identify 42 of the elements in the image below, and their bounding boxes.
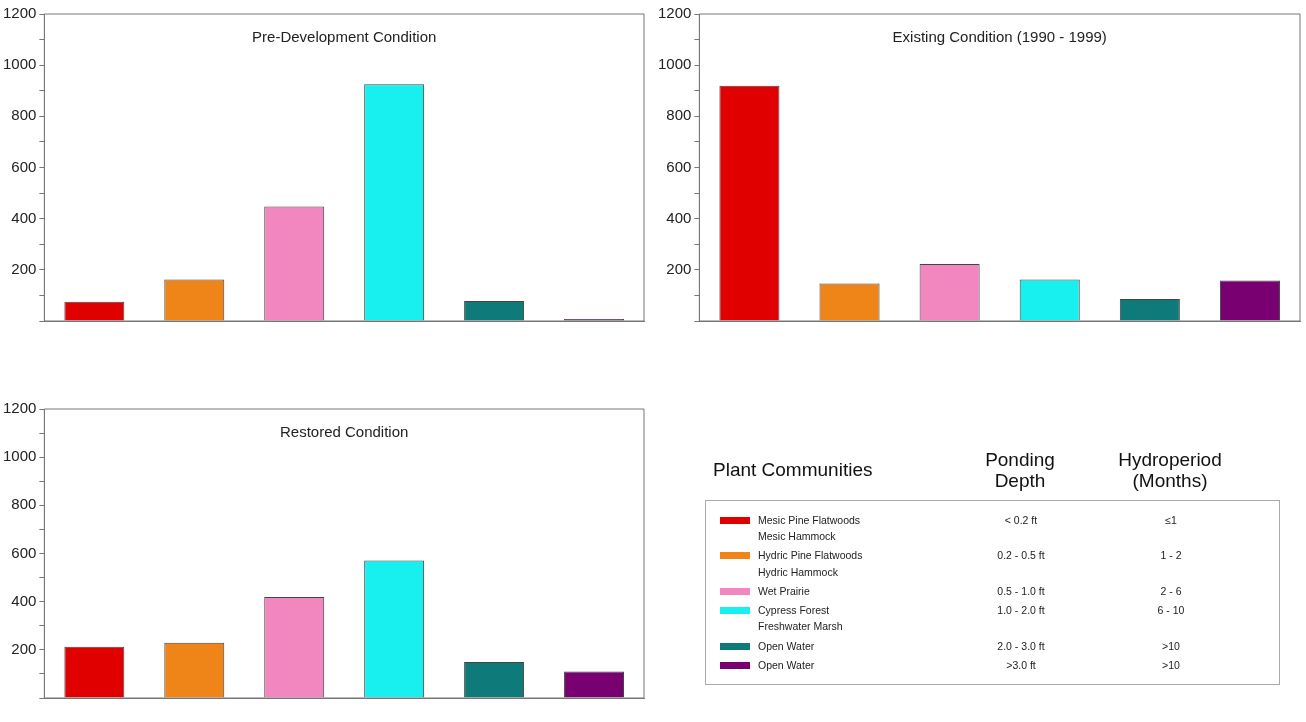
y-tick-label: 800 — [11, 495, 37, 513]
text: 2.0 - 3.0 ft — [996, 638, 1046, 654]
y-tick-label: 600 — [11, 157, 37, 175]
y-tick-label: 800 — [11, 106, 37, 124]
text: Wet Prairie — [758, 583, 810, 599]
y-tick-label: 400 — [666, 208, 692, 226]
y-tick-label: 600 — [11, 543, 37, 561]
text: Open Water — [758, 638, 815, 654]
y-tick-label: 1200 — [657, 4, 692, 22]
text: Open Water — [758, 657, 815, 673]
text: 0.2 - 0.5 ft — [996, 548, 1046, 564]
text: ≤1 — [1164, 512, 1178, 528]
text: 1.0 - 2.0 ft — [996, 603, 1046, 619]
text: Mesic Pine Flatwoods Mesic Hammock — [758, 512, 861, 545]
y-tick-label: 600 — [666, 157, 692, 175]
y-tick-label: 200 — [11, 639, 37, 657]
text: Hydroperiod (Months) — [1117, 449, 1223, 492]
text: Cypress Forest Freshwater Marsh — [758, 603, 843, 635]
y-tick-label: 200 — [666, 259, 692, 277]
text: Hydric Pine Flatwoods Hydric Hammock — [758, 548, 863, 580]
y-tick-label: 1000 — [2, 55, 37, 73]
text: 2 - 6 — [1159, 583, 1183, 599]
y-tick-label: 400 — [11, 208, 37, 226]
y-tick-label: 200 — [11, 259, 37, 277]
y-tick-label: 800 — [666, 106, 692, 124]
y-tick-label: 1200 — [2, 399, 37, 417]
text: 1 - 2 — [1159, 548, 1183, 564]
text: Restored Condition — [279, 422, 409, 440]
text: >10 — [1161, 657, 1181, 673]
y-tick-label: 1200 — [2, 4, 37, 22]
text: 6 - 10 — [1156, 603, 1186, 619]
y-tick-label: 1000 — [657, 55, 692, 73]
text: >3.0 ft — [1005, 657, 1037, 673]
text: Ponding Depth — [984, 449, 1056, 492]
text: Existing Condition (1990 - 1999) — [892, 27, 1107, 45]
text: < 0.2 ft — [1003, 512, 1039, 528]
y-tick-label: 400 — [11, 591, 37, 609]
y-tick-label: 1000 — [2, 447, 37, 465]
text: Plant Communities — [712, 459, 874, 482]
text: 0.5 - 1.0 ft — [996, 583, 1046, 599]
text: >10 — [1161, 638, 1181, 654]
text: Pre-Development Condition — [252, 27, 437, 45]
